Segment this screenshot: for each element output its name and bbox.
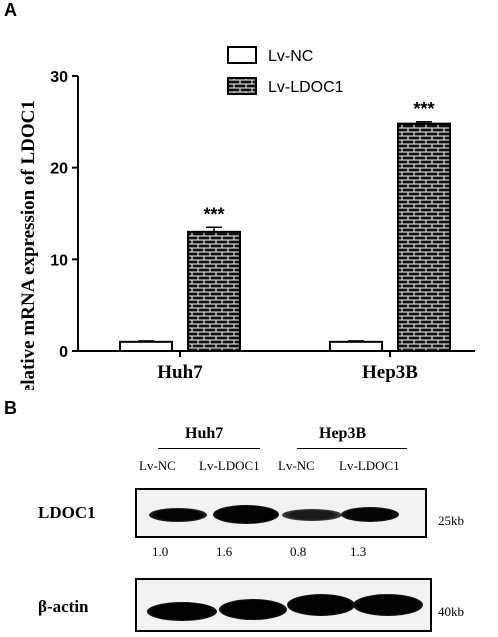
bar-chart: 0 10 20 30 Relative mRNA expression of LDOC1…: [18, 46, 475, 390]
blot-group-hep3b: Hep3B: [319, 425, 367, 442]
y-axis-label: Relative mRNA expression of LDOC1: [18, 100, 39, 390]
actin-row-label: β-actin: [38, 597, 89, 616]
x-tick-label: Hep3B: [362, 362, 418, 383]
ldoc1-row-label: LDOC1: [38, 503, 96, 522]
lane-label-4: Lv-LDOC1: [339, 458, 400, 473]
actin-blot: [135, 578, 432, 632]
actin-band-4: [353, 594, 423, 616]
lane-label-3: Lv-NC: [278, 458, 315, 473]
bar: [397, 122, 451, 352]
ldoc1-band-1: [149, 508, 207, 522]
bar: [329, 340, 383, 353]
y-tick-label: 10: [50, 252, 68, 269]
quant-1: 1.0: [152, 544, 169, 559]
panel-b-label: B: [4, 398, 17, 418]
y-tick-label: 0: [59, 344, 68, 361]
actin-band-3: [287, 594, 355, 616]
y-tick-label: 30: [50, 69, 68, 86]
quant-2: 1.6: [216, 544, 233, 559]
legend-swatch: [227, 46, 257, 64]
quant-3: 0.8: [290, 544, 307, 559]
blot-group-hep3b-line: [297, 448, 407, 449]
ldoc1-band-2: [213, 505, 279, 524]
actin-size: 40kb: [438, 604, 464, 619]
legend-swatch: [227, 77, 257, 95]
legend-label: Lv-NC: [268, 48, 313, 65]
ldoc1-band-4: [341, 507, 399, 522]
y-tick-label: 20: [50, 161, 68, 178]
legend-label: Lv-LDOC1: [268, 79, 344, 96]
x-tick-label: Huh7: [157, 362, 203, 383]
bar: [119, 340, 173, 353]
blot-group-huh7-line: [158, 448, 260, 449]
significance-label: ***: [413, 99, 434, 119]
ldoc1-blot: [135, 488, 427, 538]
panel-a-label: A: [4, 0, 17, 20]
ldoc1-size: 25kb: [438, 513, 464, 528]
ldoc1-band-3: [282, 509, 342, 521]
lane-label-1: Lv-NC: [139, 458, 176, 473]
actin-band-1: [147, 602, 217, 621]
bar: [187, 230, 241, 352]
quant-4: 1.3: [350, 544, 367, 559]
blot-group-huh7: Huh7: [185, 425, 224, 442]
lane-label-2: Lv-LDOC1: [199, 458, 260, 473]
significance-label: ***: [203, 204, 224, 224]
actin-band-2: [219, 599, 287, 620]
